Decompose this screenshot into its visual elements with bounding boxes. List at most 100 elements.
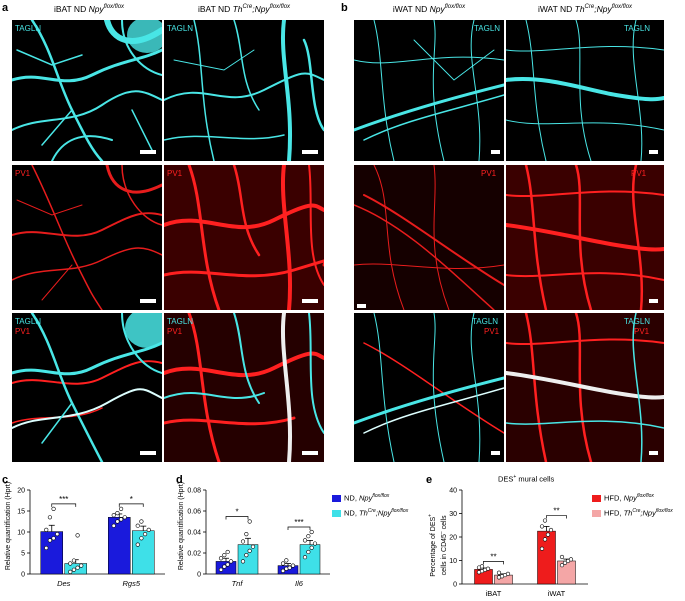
bar: [40, 531, 63, 575]
y-tick-label: 5: [21, 551, 25, 558]
y-tick-label: 0: [453, 582, 457, 589]
vessel-network-merge: [164, 313, 324, 462]
data-point: [548, 527, 554, 533]
vessel-network-cyan: [506, 20, 664, 161]
significance-bracket: [118, 503, 144, 507]
data-point: [47, 515, 53, 520]
data-point: [244, 531, 249, 537]
vessel-network-red: [354, 165, 504, 310]
x-tick-label: Des: [57, 579, 71, 588]
channel-label-pv1: PV1: [631, 169, 647, 178]
channel-label-pv1: PV1: [484, 327, 500, 336]
x-tick-label: Rgs5: [122, 579, 140, 588]
bar: [237, 544, 259, 575]
vessel-network-red: [506, 165, 664, 310]
data-point: [312, 541, 318, 546]
data-point: [111, 513, 116, 518]
y-tick-label: 0.08: [187, 488, 201, 495]
legend-item-th-cre: ND, ThCre;Npyflox/flox: [332, 505, 408, 520]
chart-c: Relative quantification (Hprt) 0 5 10 15 20 D…: [5, 482, 165, 588]
data-point: [51, 536, 56, 541]
y-tick-label: 0: [21, 572, 25, 579]
significance-bracket: [287, 526, 311, 530]
channel-label-pv1: PV1: [167, 327, 183, 336]
data-point: [228, 559, 234, 564]
data-point: [218, 556, 224, 561]
data-point: [44, 527, 49, 533]
vessel-network-red: [12, 165, 162, 310]
data-point: [284, 558, 289, 563]
panel-label-a: a: [2, 2, 9, 14]
data-point: [218, 567, 224, 572]
significance-label: *: [130, 495, 133, 504]
data-point: [75, 533, 80, 538]
significance-label: **: [553, 507, 559, 516]
data-point: [115, 510, 120, 516]
data-point: [306, 549, 311, 555]
scale-bar: [302, 150, 318, 154]
y-tick-label: 10: [449, 558, 457, 565]
y-tick-label: 0: [197, 572, 201, 579]
chart-e: 0 10 20 30 40 iBAT iWAT ** **: [449, 488, 588, 598]
data-point: [51, 506, 56, 512]
channel-label-pv1: PV1: [634, 327, 650, 336]
significance-bracket: [51, 503, 77, 507]
data-point: [68, 569, 73, 574]
vessel-network-merge: [12, 313, 162, 462]
vessel-network-cyan: [164, 20, 324, 161]
data-point: [118, 517, 124, 522]
legend-e: HFD, Npyflox/flox HFD, ThCre;Npyflox/flo…: [592, 490, 673, 519]
scale-bar: [357, 304, 366, 308]
x-tick-label: iBAT: [486, 589, 502, 598]
data-point: [71, 567, 77, 572]
significance-bracket: [483, 561, 504, 565]
channel-label-pv1: PV1: [481, 169, 497, 178]
image-a-pv1-ko: PV1: [164, 165, 324, 310]
data-point: [559, 563, 565, 568]
vessel-network-cyan: [12, 20, 162, 161]
image-b-tagln-ko: TAGLN: [506, 20, 664, 161]
data-point: [309, 529, 314, 535]
data-point: [562, 560, 568, 565]
x-tick-label: iWAT: [548, 589, 566, 598]
vessel-network-red: [164, 165, 324, 310]
image-b-merge-ctrl: TAGLN PV1: [354, 313, 504, 462]
data-point: [247, 519, 252, 524]
y-tick-label: 20: [449, 535, 457, 542]
data-point: [44, 545, 49, 551]
channel-label-tagln: TAGLN: [15, 317, 42, 326]
channel-label-tagln: TAGLN: [167, 317, 194, 326]
image-a-merge-ko: TAGLN PV1: [164, 313, 324, 462]
data-point: [309, 545, 314, 550]
channel-label-tagln: TAGLN: [15, 24, 42, 33]
scale-bar: [140, 150, 156, 154]
data-point: [142, 531, 148, 537]
y-tick-label: 30: [449, 511, 457, 518]
data-point: [485, 566, 491, 571]
legend-swatch-pink: [592, 509, 601, 517]
panel-label-e: e: [426, 474, 433, 486]
chart-d-ylabel: Relative quantification (Hprt): [178, 482, 185, 570]
legend-d: ND, Npyflox/flox ND, ThCre;Npyflox/flox: [332, 490, 408, 519]
panel-b-col2-title: iWAT ND ThCre;Npyflox/flox: [537, 4, 633, 14]
data-point: [302, 555, 308, 560]
legend-item-hfd-th: HFD, ThCre;Npyflox/flox: [592, 505, 673, 520]
vessel-network-merge: [354, 313, 504, 462]
data-point: [225, 562, 230, 567]
data-point: [135, 542, 140, 547]
scale-bar: [491, 451, 500, 455]
image-a-tagln-ko: TAGLN: [164, 20, 324, 161]
y-tick-label: 0.06: [187, 509, 201, 516]
data-point: [244, 552, 249, 558]
channel-label-pv1: PV1: [167, 169, 183, 178]
channel-label-tagln: TAGLN: [624, 24, 651, 33]
data-point: [542, 518, 548, 523]
legend-item-npy-flox: ND, Npyflox/flox: [332, 490, 408, 505]
significance-label: ***: [59, 495, 68, 504]
data-point: [111, 523, 116, 528]
data-point: [122, 515, 127, 520]
y-tick-label: 10: [17, 530, 25, 537]
channel-label-tagln: TAGLN: [472, 317, 499, 326]
data-point: [222, 552, 227, 558]
image-a-pv1-ctrl: PV1: [12, 165, 162, 310]
